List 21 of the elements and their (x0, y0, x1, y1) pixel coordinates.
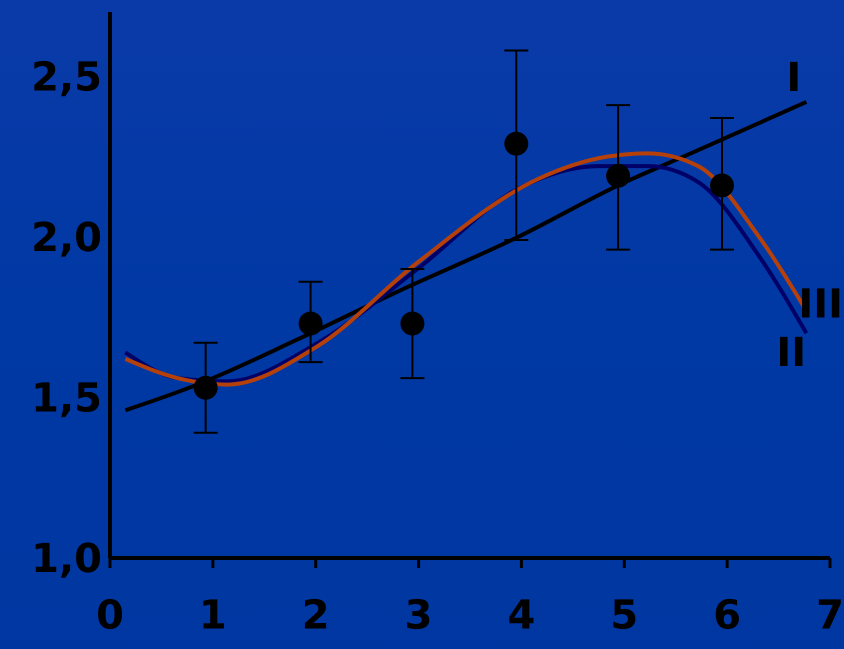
point (194, 376, 218, 400)
x-tick-label: 7 (816, 592, 844, 638)
x-tick-label: 0 (96, 592, 124, 638)
y-tick-label: 1,5 (31, 376, 102, 422)
y-tick-label: 1,0 (31, 536, 102, 582)
point (400, 312, 424, 336)
point (504, 132, 528, 156)
point (298, 312, 323, 336)
y-tick-label: 2,0 (31, 215, 102, 262)
x-tick-label: 2 (302, 592, 330, 638)
x-tick-label: 5 (610, 592, 638, 638)
y-tick-label: 2,5 (31, 54, 102, 100)
x-tick-label: 4 (508, 592, 536, 638)
x-tick-label: 6 (713, 592, 742, 638)
point (606, 164, 630, 188)
point (710, 173, 734, 198)
x-tick-label: 3 (404, 592, 432, 638)
series-label: II (776, 330, 806, 376)
series-label: I (786, 54, 802, 101)
x-tick-label: 1 (198, 592, 227, 638)
series-label: III (798, 282, 843, 328)
